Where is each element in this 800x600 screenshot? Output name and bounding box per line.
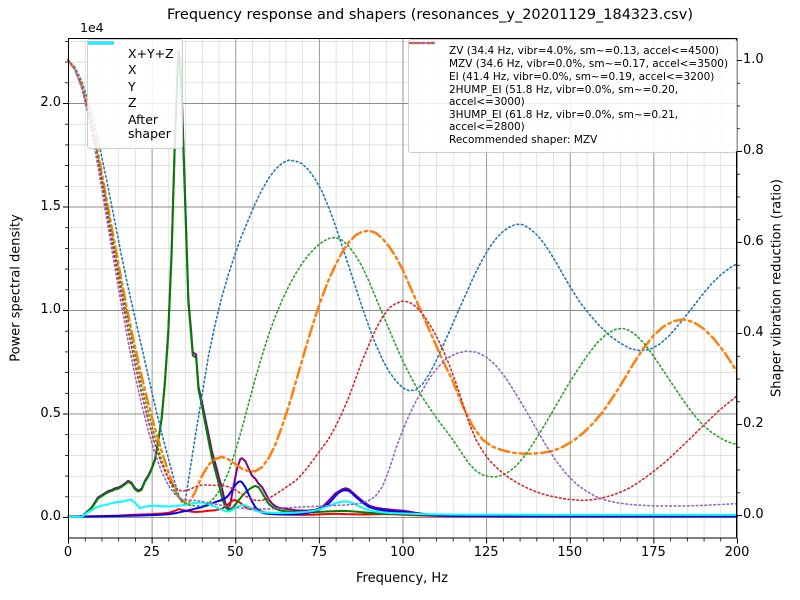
y-right-tick-label: 0.2 bbox=[743, 416, 764, 431]
curve-mzv bbox=[66, 58, 739, 505]
y-left-tick-label: 0.0 bbox=[40, 509, 61, 524]
legend-label: 2HUMP_EI (51.8 Hz, vibr=0.0%, sm~=0.20, … bbox=[449, 84, 679, 109]
y-right-tick-label: 0.8 bbox=[743, 143, 764, 158]
x-tick-label: 125 bbox=[473, 545, 499, 560]
legend-item: ZV (34.4 Hz, vibr=4.0%, sm~=0.13, accel<… bbox=[409, 42, 729, 57]
legend-label: Y bbox=[128, 78, 136, 94]
curve-2hump-ei bbox=[67, 59, 738, 502]
legend-item: X bbox=[88, 41, 175, 78]
legend-label: X bbox=[128, 62, 137, 78]
legend-item: MZV (34.6 Hz, vibr=0.0%, sm~=0.17, accel… bbox=[409, 41, 729, 71]
legend-label: Recommended shaper: MZV bbox=[449, 134, 598, 147]
legend-item: EI (41.4 Hz, vibr=0.0%, sm~=0.19, accel<… bbox=[409, 42, 729, 84]
curve-y bbox=[67, 56, 738, 518]
y-left-tick-label: 2.0 bbox=[40, 95, 61, 110]
legend-item: X+Y+Z bbox=[88, 41, 175, 61]
legend-line-sample bbox=[88, 41, 114, 45]
legend-item: Y bbox=[88, 41, 175, 94]
curve-ei bbox=[67, 59, 738, 507]
y-right-tick-label: 0.4 bbox=[743, 325, 764, 340]
legend-label: 3HUMP_EI (61.8 Hz, vibr=0.0%, sm~=0.21, … bbox=[449, 109, 679, 134]
x-tick-label: 200 bbox=[724, 545, 750, 560]
legend-label: After shaper bbox=[128, 111, 171, 141]
legend-item: 2HUMP_EI (51.8 Hz, vibr=0.0%, sm~=0.20, … bbox=[409, 42, 729, 109]
legend-item: After shaper bbox=[88, 41, 175, 142]
x-tick-label: 50 bbox=[226, 545, 244, 560]
x-tick-label: 150 bbox=[557, 545, 583, 560]
legend-label: X+Y+Z bbox=[128, 46, 174, 61]
legend-item: 3HUMP_EI (61.8 Hz, vibr=0.0%, sm~=0.21, … bbox=[409, 42, 729, 134]
legend-label: Z bbox=[128, 95, 137, 111]
x-tick-label: 100 bbox=[390, 545, 415, 560]
legend-psd: X+Y+Z X Y Z After shaper bbox=[87, 39, 183, 150]
y-left-tick-label: 0.5 bbox=[40, 405, 61, 421]
x-tick-label: 175 bbox=[640, 545, 666, 560]
legend-label: MZV (34.6 Hz, vibr=0.0%, sm~=0.17, accel… bbox=[449, 58, 729, 71]
y-left-axis-label: Power spectral density bbox=[8, 214, 24, 362]
x-tick-label: 0 bbox=[63, 545, 73, 560]
y-right-tick-label: 1.0 bbox=[743, 52, 764, 67]
curve-after-shaper bbox=[67, 498, 738, 518]
legend-item: Recommended shaper: MZV bbox=[416, 134, 729, 146]
legend-item: Z bbox=[88, 41, 175, 111]
y-axis-offset-label: 1e4 bbox=[80, 20, 104, 35]
y-right-tick-label: 0.6 bbox=[743, 234, 764, 249]
x-tick-label: 25 bbox=[143, 545, 160, 560]
x-tick-label: 75 bbox=[310, 545, 328, 560]
legend-shapers: ZV (34.4 Hz, vibr=4.0%, sm~=0.13, accel<… bbox=[408, 39, 737, 153]
legend-line-sample bbox=[409, 42, 435, 44]
y-right-axis-label: Shaper vibration reduction (ratio) bbox=[769, 179, 785, 397]
legend-label: ZV (34.4 Hz, vibr=4.0%, sm~=0.13, accel<… bbox=[449, 45, 719, 57]
legend-label: EI (41.4 Hz, vibr=0.0%, sm~=0.19, accel<… bbox=[449, 71, 715, 84]
curve-3hump-ei bbox=[67, 59, 738, 510]
y-left-tick-label: 1.5 bbox=[40, 198, 61, 214]
y-right-tick-label: 0.0 bbox=[743, 507, 764, 522]
chart-title: Frequency response and shapers (resonanc… bbox=[167, 7, 693, 23]
y-left-tick-label: 1.0 bbox=[40, 302, 61, 317]
x-axis-label: Frequency, Hz bbox=[355, 571, 449, 586]
